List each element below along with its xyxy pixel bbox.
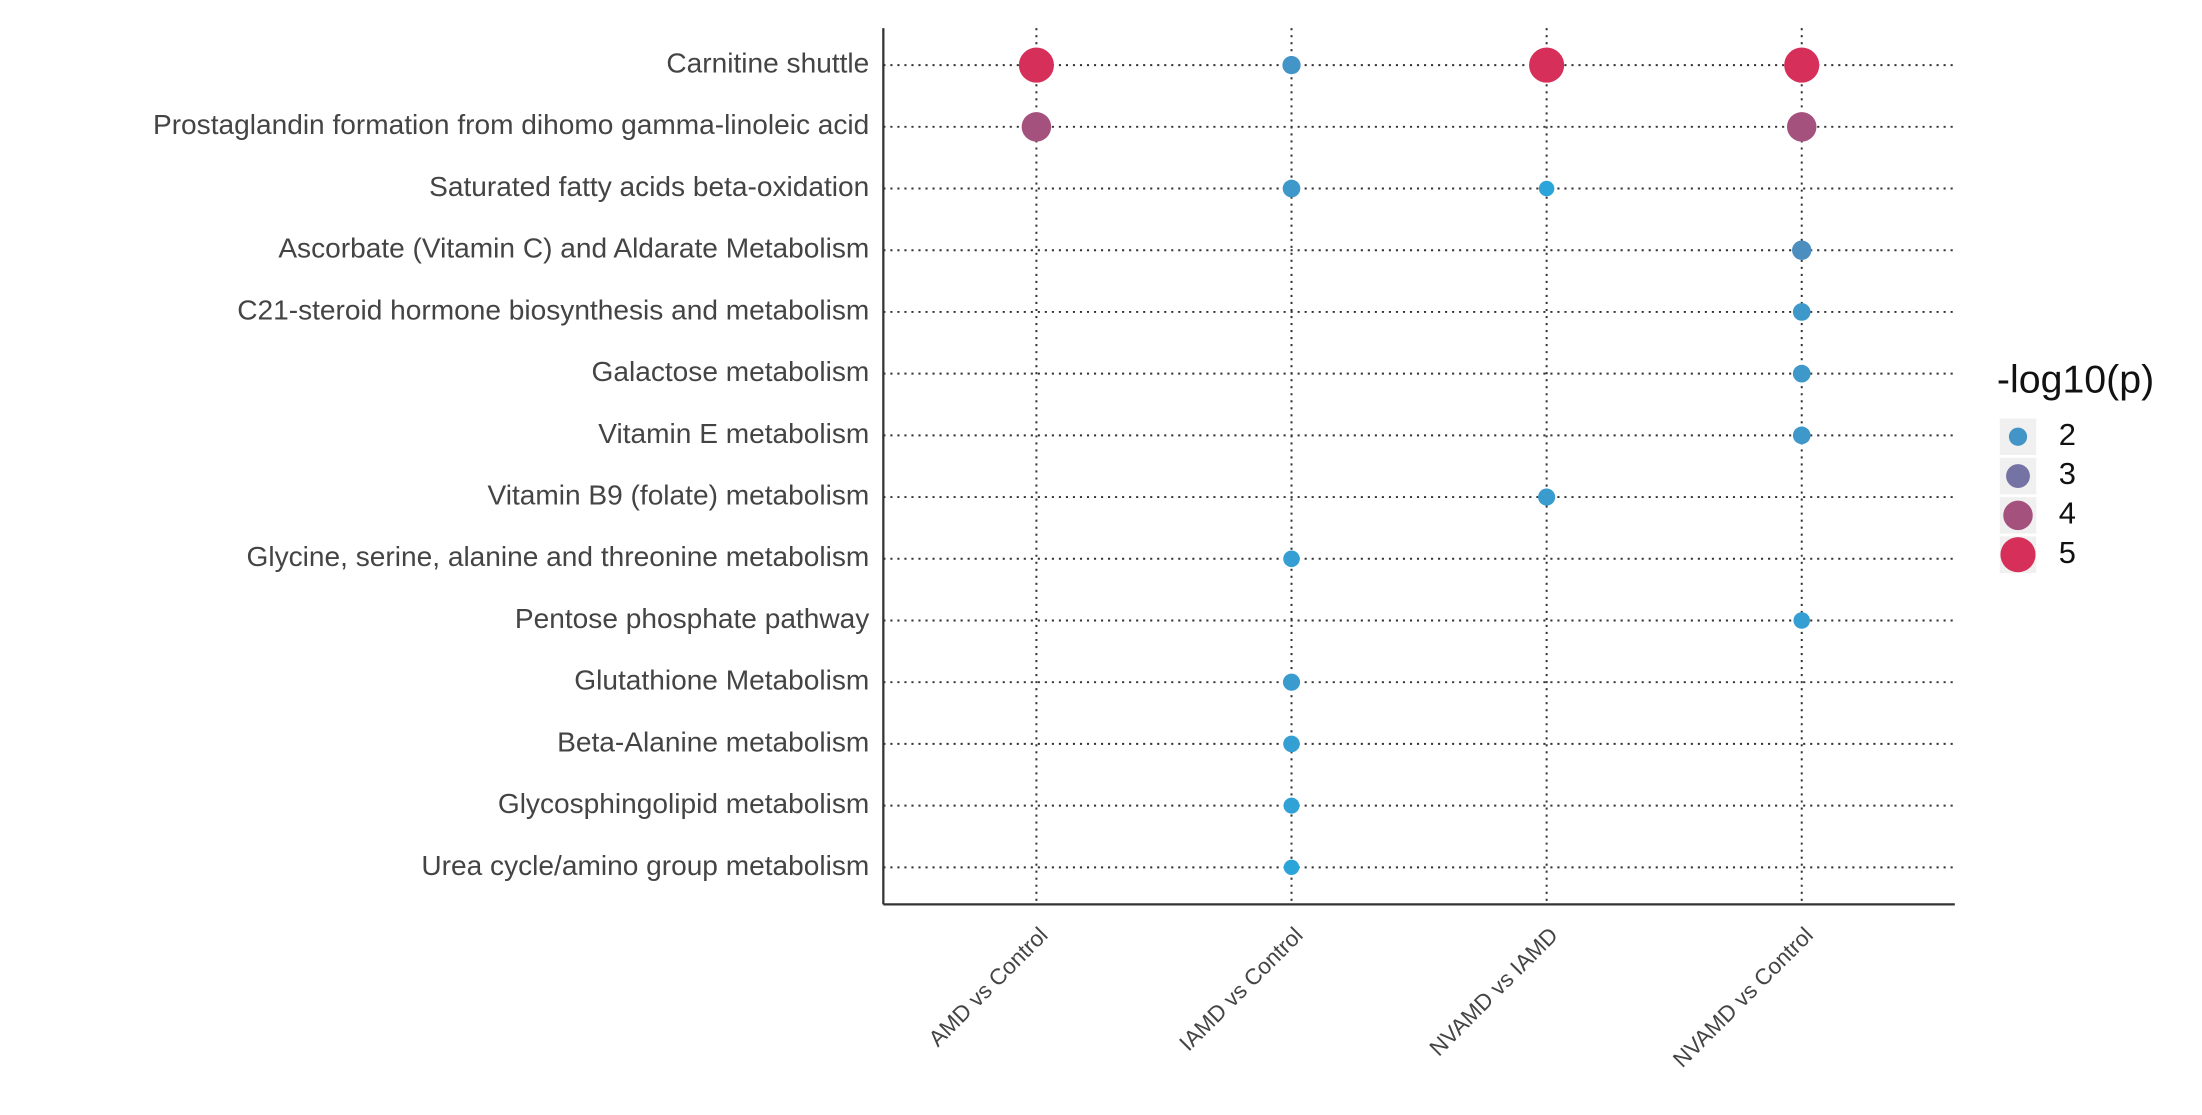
y-tick-label: Saturated fatty acids beta-oxidation (429, 171, 869, 202)
point (1282, 55, 1301, 75)
point (1283, 797, 1300, 814)
point (1793, 612, 1811, 629)
x-tick-label: IAMD vs Control (1174, 922, 1307, 1055)
legend-point (2003, 500, 2033, 531)
y-tick-label: Glutathione Metabolism (574, 665, 869, 696)
y-tick-label: Vitamin B9 (folate) metabolism (487, 479, 869, 510)
point (1282, 673, 1301, 691)
point (1792, 364, 1811, 383)
point (1283, 859, 1300, 876)
x-tick-label: NVAMD vs Control (1668, 922, 1818, 1072)
point (1282, 179, 1301, 198)
legend-point (2006, 464, 2030, 488)
y-tick-label: Prostaglandin formation from dihomo gamm… (153, 109, 869, 140)
point (1792, 240, 1812, 260)
y-tick-label: C21-steroid hormone biosynthesis and met… (237, 294, 869, 325)
y-tick-label: Carnitine shuttle (666, 48, 869, 79)
point (1786, 112, 1817, 142)
legend-label: 2 (2059, 417, 2076, 452)
legend-point (2008, 427, 2028, 446)
y-tick-label: Beta-Alanine metabolism (557, 726, 869, 757)
legend-point (2000, 537, 2036, 573)
legend-label: 3 (2059, 456, 2076, 491)
point (1021, 112, 1052, 142)
legend-label: 4 (2059, 496, 2076, 531)
point (1538, 488, 1556, 506)
point (1283, 550, 1300, 568)
point (1784, 47, 1820, 83)
legend-label: 5 (2059, 535, 2076, 570)
y-tick-label: Galactose metabolism (592, 356, 870, 387)
point (1538, 180, 1555, 197)
x-tick-label: NVAMD vs IAMD (1425, 922, 1563, 1060)
y-tick-label: Pentose phosphate pathway (515, 603, 869, 634)
legend-title: -log10(p) (1997, 357, 2154, 401)
point (1792, 303, 1811, 321)
point (1792, 426, 1811, 445)
y-tick-label: Glycosphingolipid metabolism (498, 788, 869, 819)
point (1529, 47, 1565, 83)
point (1283, 735, 1300, 753)
y-tick-label: Vitamin E metabolism (598, 418, 869, 449)
point (1018, 47, 1054, 83)
y-tick-label: Ascorbate (Vitamin C) and Aldarate Metab… (278, 233, 869, 264)
y-tick-label: Glycine, serine, alanine and threonine m… (247, 541, 870, 572)
y-tick-label: Urea cycle/amino group metabolism (421, 850, 869, 881)
x-tick-label: AMD vs Control (924, 922, 1053, 1051)
